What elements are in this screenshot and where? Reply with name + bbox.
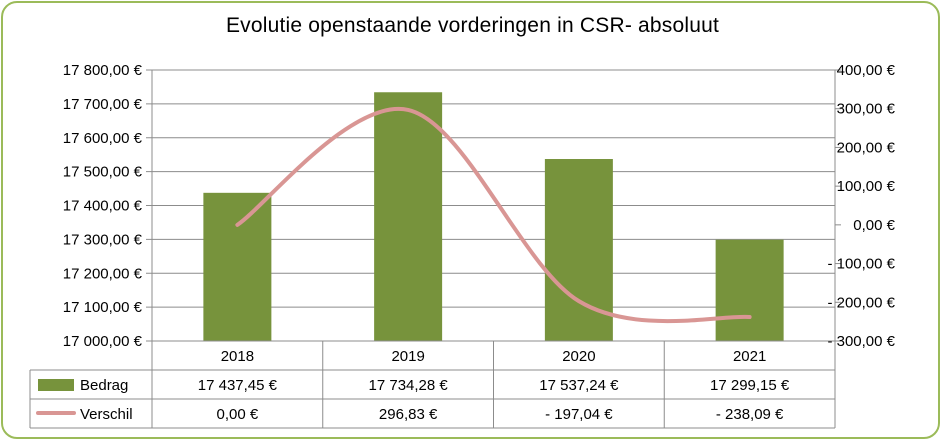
bar-2021 [715,239,784,341]
legend-key-bedrag [38,379,74,391]
left-tick-label: 17 000,00 € [63,333,143,350]
left-tick-label: 17 200,00 € [63,265,143,282]
right-tick-label: - 100,00 € [827,256,895,273]
data-label-verschil: - 197,04 € [545,406,613,423]
x-category-label: 2020 [562,348,595,365]
left-tick-label: 17 600,00 € [63,130,143,147]
right-tick-label: 400,00 € [837,62,896,79]
data-label-verschil: - 238,09 € [716,406,784,423]
right-tick-label: 200,00 € [837,139,896,156]
legend-label-verschil: Verschil [80,406,133,423]
bar-2018 [203,192,272,341]
legend-label-bedrag: Bedrag [80,377,128,394]
right-tick-label: 0,00 € [853,217,895,234]
data-label-bedrag: 17 437,45 € [198,377,278,394]
left-tick-label: 17 800,00 € [63,62,143,79]
gridlines [152,69,835,308]
data-label-bedrag: 17 299,15 € [710,377,790,394]
right-tick-label: 300,00 € [837,101,896,118]
right-axis-ticks: - 300,00 € - 200,00 € - 100,00 € 0,00 € 100,… [827,62,895,350]
x-category-label: 2021 [733,348,766,365]
data-label-verschil: 0,00 € [217,406,259,423]
right-tick-label: 100,00 € [837,178,896,195]
left-tick-label: 17 700,00 € [63,96,143,113]
left-tick-label: 17 500,00 € [63,164,143,181]
data-label-bedrag: 17 537,24 € [539,377,619,394]
data-table: 2018 2019 2020 2021 Bedrag Verschil 17 437,45 … [29,340,836,429]
line-verschil [235,106,752,324]
right-tick-label: - 200,00 € [827,294,895,311]
line-series [235,106,752,324]
left-tick-label: 17 100,00 € [63,299,143,316]
x-category-label: 2018 [221,348,254,365]
left-axis-ticks: 17 000,00 € 17 100,00 € 17 200,00 € 17 300,… [63,62,143,350]
data-label-bedrag: 17 734,28 € [369,377,449,394]
bars [203,92,784,341]
data-label-verschil: 296,83 € [379,406,438,423]
left-tick-label: 17 300,00 € [63,231,143,248]
bar-2019 [374,92,443,341]
right-tick-label: - 300,00 € [827,333,895,350]
x-category-label: 2019 [391,348,424,365]
chart-title: Evolutie openstaande vorderingen in CSR-… [225,14,720,37]
left-tick-label: 17 400,00 € [63,198,143,215]
axes [146,69,841,342]
